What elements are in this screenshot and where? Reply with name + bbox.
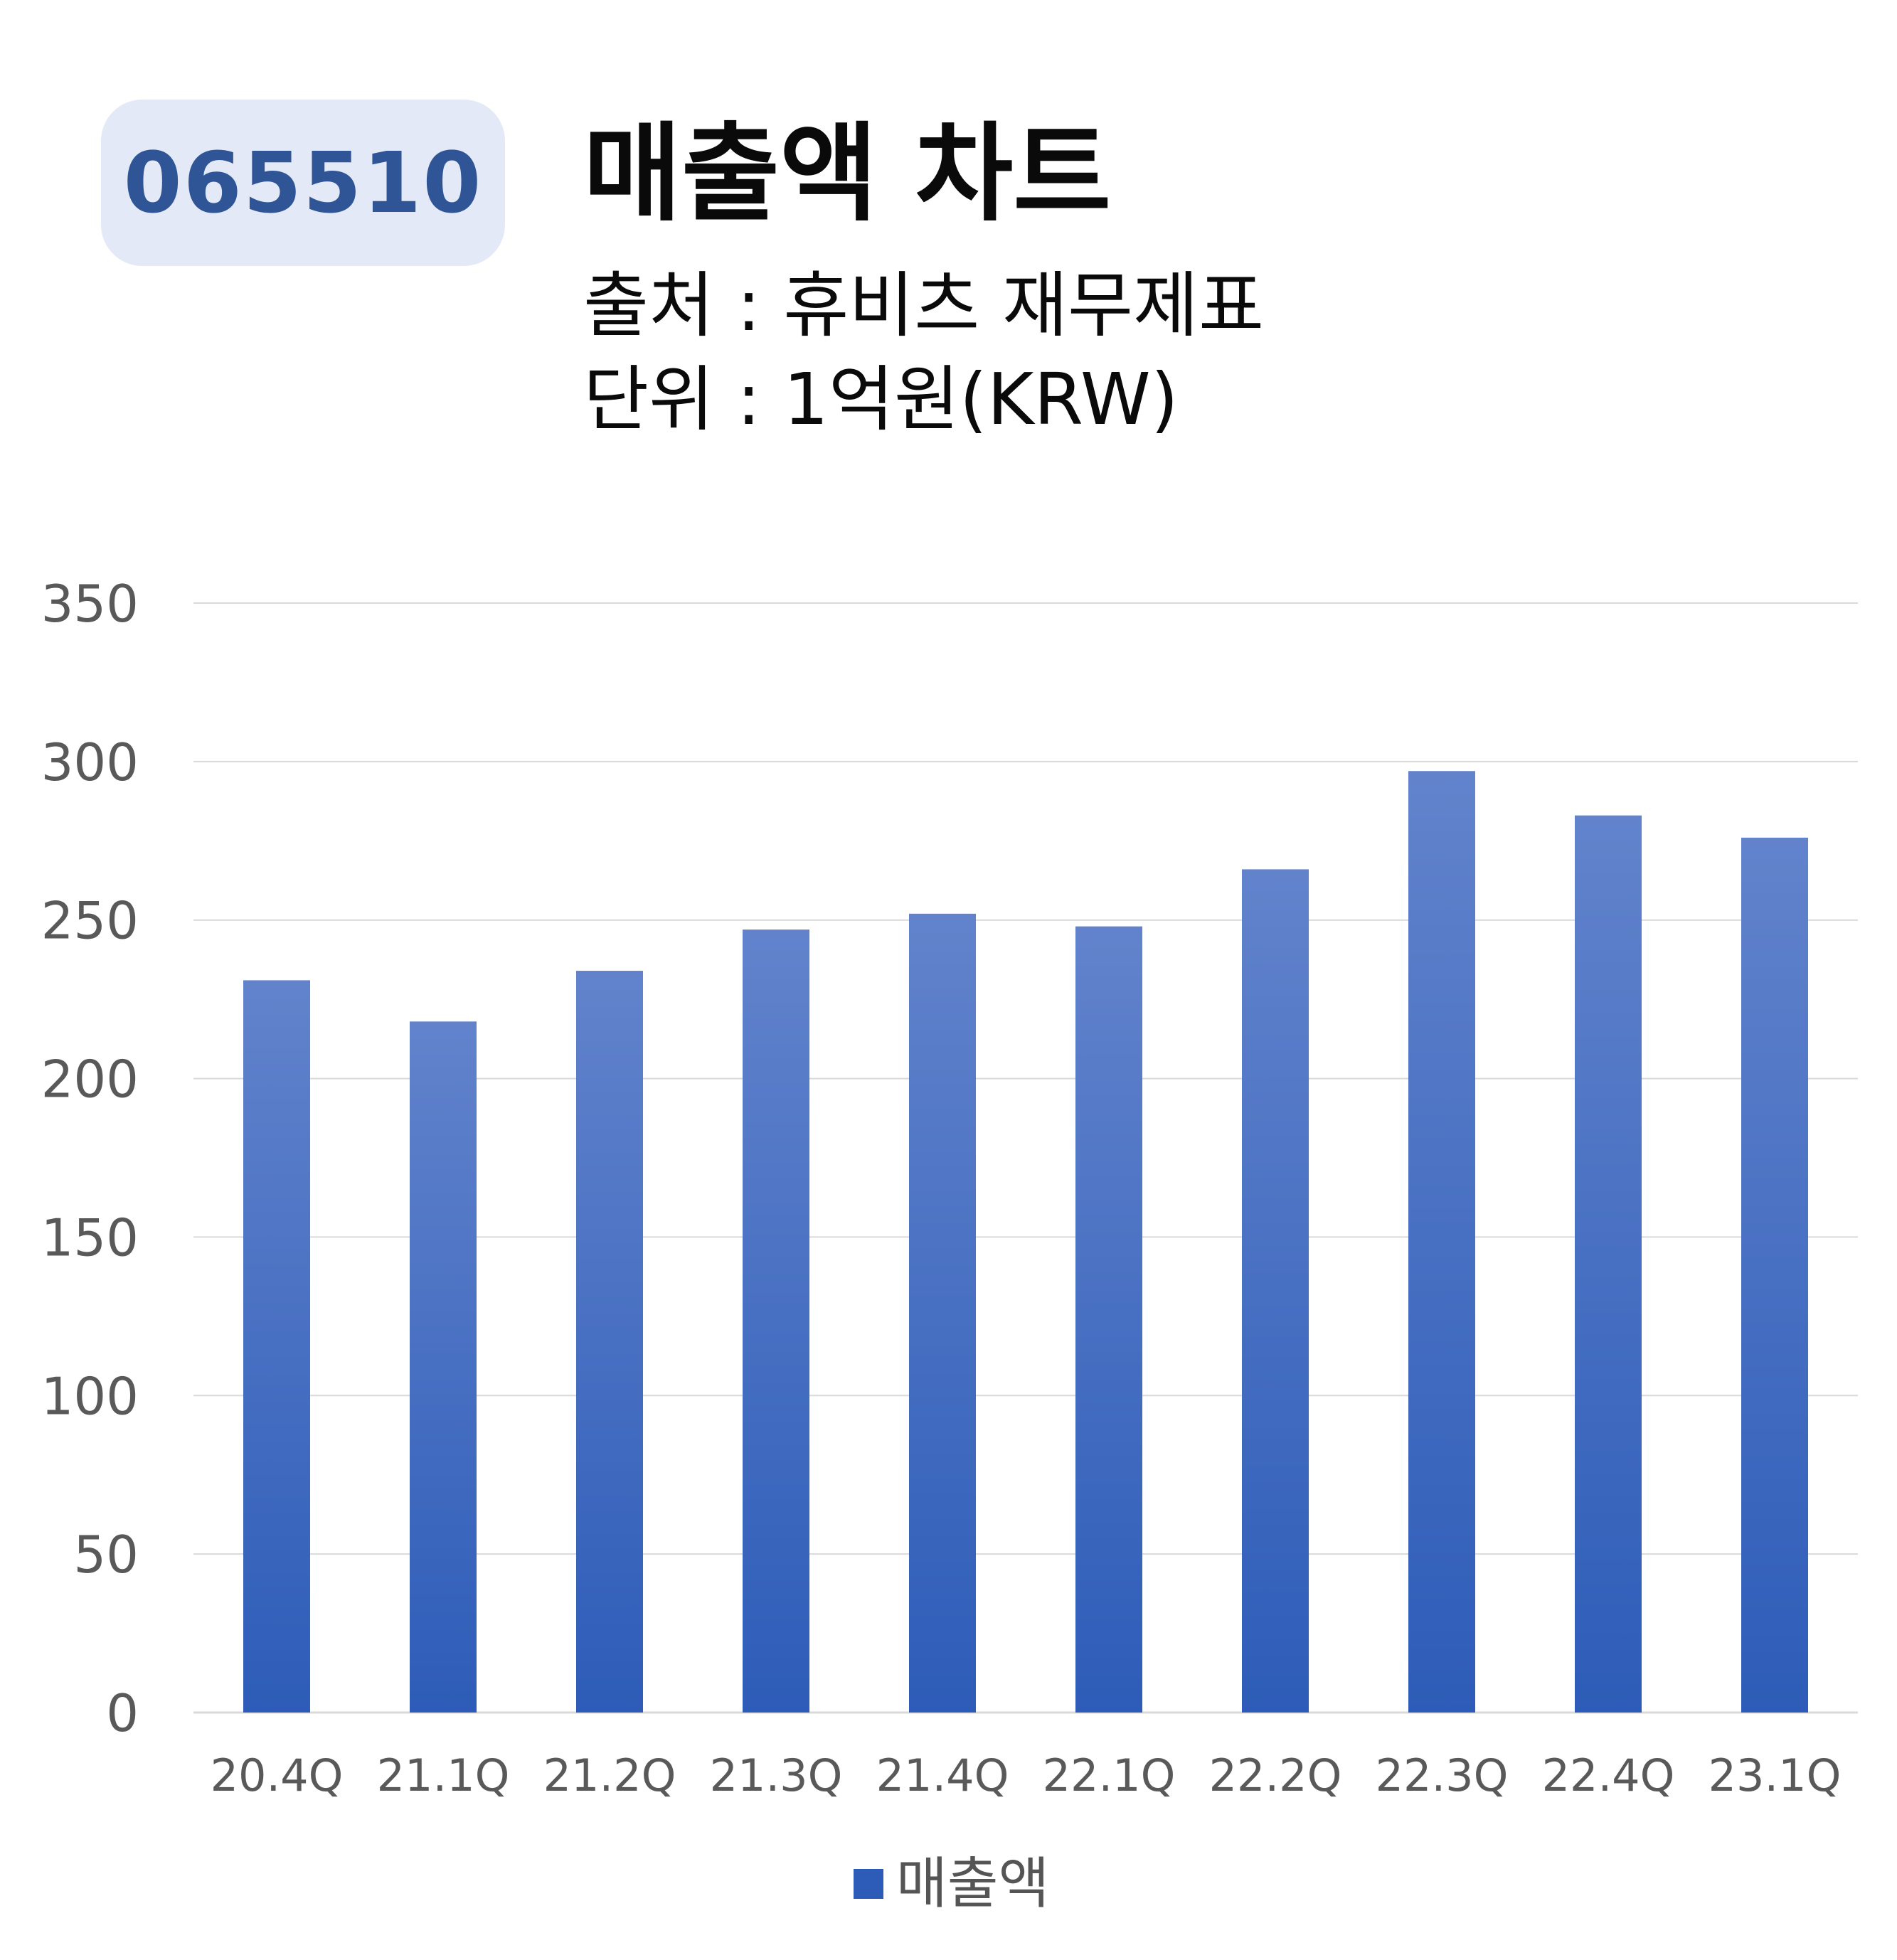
x-tick-label: 23.1Q (1709, 1749, 1842, 1801)
source-note: 출처 : 휴비츠 재무제표 (583, 264, 1265, 347)
x-axis-ticks: 20.4Q 21.1Q 21.2Q 21.3Q 21.4Q 22.1Q 22.2Q 22.3Q… (211, 1749, 1842, 1801)
x-tick-label: 21.4Q (876, 1749, 1009, 1801)
bar-22.1Q (1075, 926, 1142, 1713)
y-tick-label: 150 (41, 1208, 139, 1267)
bar-21.4Q (909, 913, 976, 1713)
bar-22.4Q (1575, 815, 1642, 1713)
x-tick-label: 20.4Q (211, 1749, 344, 1801)
x-tick-label: 22.2Q (1209, 1749, 1342, 1801)
bar-21.1Q (410, 1021, 477, 1713)
bar-21.3Q (743, 930, 809, 1713)
bar-23.1Q (1741, 837, 1808, 1713)
x-tick-label: 22.3Q (1376, 1749, 1509, 1801)
bar-22.3Q (1408, 771, 1475, 1713)
x-tick-label: 21.3Q (710, 1749, 843, 1801)
bars (243, 771, 1808, 1713)
y-tick-label: 350 (41, 574, 139, 634)
x-tick-label: 21.1Q (377, 1749, 510, 1801)
x-tick-label: 22.4Q (1542, 1749, 1675, 1801)
chart-title: 매출액 차트 (583, 112, 1112, 236)
ticker-code: 065510 (123, 134, 483, 232)
bar-22.2Q (1242, 869, 1309, 1713)
unit-note: 단위 : 1억원(KRW) (583, 358, 1179, 441)
x-tick-label: 21.2Q (543, 1749, 676, 1801)
y-tick-label: 200 (41, 1050, 139, 1109)
y-tick-label: 50 (73, 1525, 139, 1584)
y-tick-label: 300 (41, 733, 139, 792)
legend-label: 매출액 (896, 1852, 1050, 1916)
y-tick-label: 100 (41, 1366, 139, 1426)
bar-20.4Q (243, 980, 310, 1713)
legend: 매출액 (854, 1856, 1049, 1912)
x-tick-label: 22.1Q (1043, 1749, 1176, 1801)
y-tick-label: 0 (106, 1683, 139, 1743)
ticker-badge: 065510 (101, 100, 505, 266)
bar-21.2Q (576, 971, 643, 1713)
y-tick-label: 250 (41, 891, 139, 951)
y-axis-ticks: 0 50 100 150 200 250 300 350 (41, 574, 139, 1743)
legend-swatch (854, 1869, 883, 1899)
